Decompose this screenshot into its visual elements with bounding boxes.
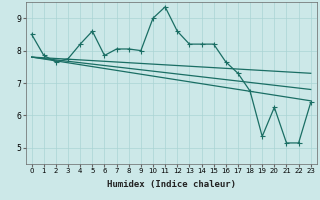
X-axis label: Humidex (Indice chaleur): Humidex (Indice chaleur) xyxy=(107,180,236,189)
